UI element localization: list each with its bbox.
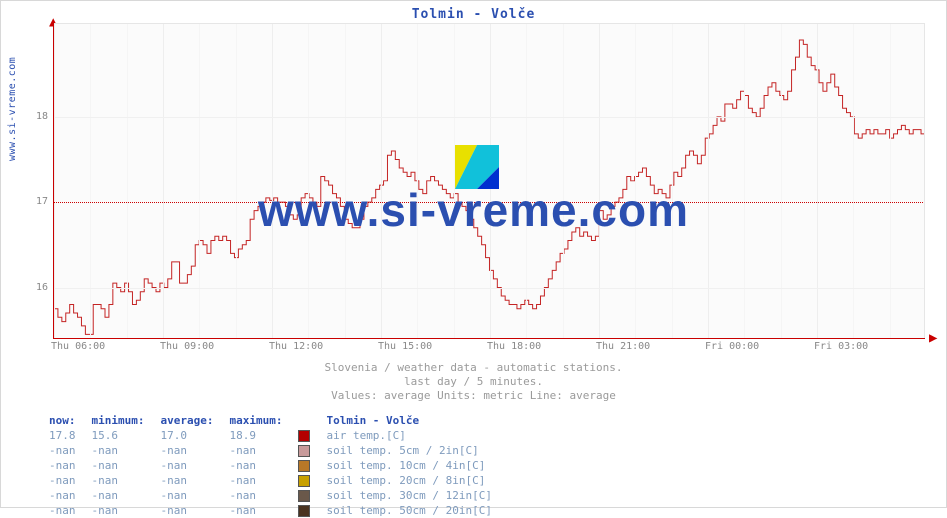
legend-avg: -nan <box>152 503 221 518</box>
gridline-v-minor <box>781 23 782 338</box>
gridline-v-minor <box>526 23 527 338</box>
gridline-v-minor <box>308 23 309 338</box>
gridline-v <box>817 23 818 338</box>
chart-title: Tolmin - Volče <box>1 7 946 22</box>
legend-series-label: soil temp. 30cm / 12in[C] <box>318 488 500 503</box>
legend-row: -nan-nan-nan-nansoil temp. 5cm / 2in[C] <box>41 443 500 458</box>
legend-swatch <box>290 503 318 518</box>
x-tick-label: Thu 21:00 <box>596 341 650 352</box>
legend-series-label: soil temp. 50cm / 20in[C] <box>318 503 500 518</box>
legend-row: -nan-nan-nan-nansoil temp. 10cm / 4in[C] <box>41 458 500 473</box>
legend-avg: -nan <box>152 458 221 473</box>
x-tick-label: Thu 18:00 <box>487 341 541 352</box>
y-tick-label: 17 <box>8 196 48 207</box>
legend-min: -nan <box>84 503 153 518</box>
gridline-v-minor <box>454 23 455 338</box>
gridline-v-minor <box>672 23 673 338</box>
legend-max: -nan <box>221 503 290 518</box>
legend-avg: -nan <box>152 443 221 458</box>
chart-caption-1: Slovenia / weather data - automatic stat… <box>1 361 946 374</box>
gridline-v <box>381 23 382 338</box>
gridline-v <box>163 23 164 338</box>
legend-max: -nan <box>221 488 290 503</box>
legend-row: -nan-nan-nan-nansoil temp. 20cm / 8in[C] <box>41 473 500 488</box>
reference-line <box>54 202 925 203</box>
x-axis-arrow: ▶ <box>929 331 937 345</box>
legend-header-row: now: minimum: average: maximum: Tolmin -… <box>41 413 500 428</box>
gridline-h <box>54 288 925 289</box>
gridline-v-minor <box>199 23 200 338</box>
gridline-v-minor <box>635 23 636 338</box>
gridline-v-minor <box>236 23 237 338</box>
legend-swatch <box>290 473 318 488</box>
gridline-v-minor <box>417 23 418 338</box>
legend-now: -nan <box>41 488 84 503</box>
legend-swatch <box>290 488 318 503</box>
gridline-v-minor <box>90 23 91 338</box>
legend-min: -nan <box>84 473 153 488</box>
legend-max: -nan <box>221 473 290 488</box>
legend-avg: -nan <box>152 488 221 503</box>
legend-max: -nan <box>221 458 290 473</box>
gridline-v <box>599 23 600 338</box>
y-tick-label: 16 <box>8 282 48 293</box>
plot-area <box>53 23 925 339</box>
legend-now: -nan <box>41 473 84 488</box>
legend-row: -nan-nan-nan-nansoil temp. 30cm / 12in[C… <box>41 488 500 503</box>
gridline-v <box>490 23 491 338</box>
gridline-v <box>272 23 273 338</box>
x-tick-label: Fri 03:00 <box>814 341 868 352</box>
gridline-v-minor <box>890 23 891 338</box>
y-tick-label: 18 <box>8 111 48 122</box>
legend-now: -nan <box>41 458 84 473</box>
legend-series-label: air temp.[C] <box>318 428 500 443</box>
legend-now: -nan <box>41 443 84 458</box>
legend-min: -nan <box>84 458 153 473</box>
legend-min: 15.6 <box>84 428 153 443</box>
gridline-h <box>54 117 925 118</box>
legend-now: 17.8 <box>41 428 84 443</box>
legend-now: -nan <box>41 503 84 518</box>
legend-swatch <box>290 443 318 458</box>
legend-series-label: soil temp. 5cm / 2in[C] <box>318 443 500 458</box>
legend-max: -nan <box>221 443 290 458</box>
legend-min: -nan <box>84 488 153 503</box>
legend-header-max: maximum: <box>221 413 290 428</box>
legend-header-now: now: <box>41 413 84 428</box>
legend-swatch <box>290 428 318 443</box>
gridline-v <box>708 23 709 338</box>
chart-caption-3: Values: average Units: metric Line: aver… <box>1 389 946 402</box>
x-tick-label: Thu 15:00 <box>378 341 432 352</box>
gridline-v <box>54 23 55 338</box>
legend-title: Tolmin - Volče <box>318 413 500 428</box>
chart-caption-2: last day / 5 minutes. <box>1 375 946 388</box>
x-tick-label: Thu 12:00 <box>269 341 323 352</box>
x-tick-label: Fri 00:00 <box>705 341 759 352</box>
gridline-v-minor <box>744 23 745 338</box>
gridline-v-minor <box>127 23 128 338</box>
x-tick-label: Thu 09:00 <box>160 341 214 352</box>
gridline-v-minor <box>563 23 564 338</box>
legend-max: 18.9 <box>221 428 290 443</box>
legend-avg: -nan <box>152 473 221 488</box>
legend-table: now: minimum: average: maximum: Tolmin -… <box>41 413 500 518</box>
gridline-v-minor <box>345 23 346 338</box>
x-tick-label: Thu 06:00 <box>51 341 105 352</box>
legend-header-min: minimum: <box>84 413 153 428</box>
legend-min: -nan <box>84 443 153 458</box>
legend-swatch <box>290 458 318 473</box>
legend-row: 17.815.617.018.9 air temp.[C] <box>41 428 500 443</box>
legend-series-label: soil temp. 20cm / 8in[C] <box>318 473 500 488</box>
legend-avg: 17.0 <box>152 428 221 443</box>
legend-header-avg: average: <box>152 413 221 428</box>
gridline-v-minor <box>853 23 854 338</box>
site-label: www.si-vreme.com <box>7 57 18 161</box>
legend-row: -nan-nan-nan-nansoil temp. 50cm / 20in[C… <box>41 503 500 518</box>
legend-series-label: soil temp. 10cm / 4in[C] <box>318 458 500 473</box>
